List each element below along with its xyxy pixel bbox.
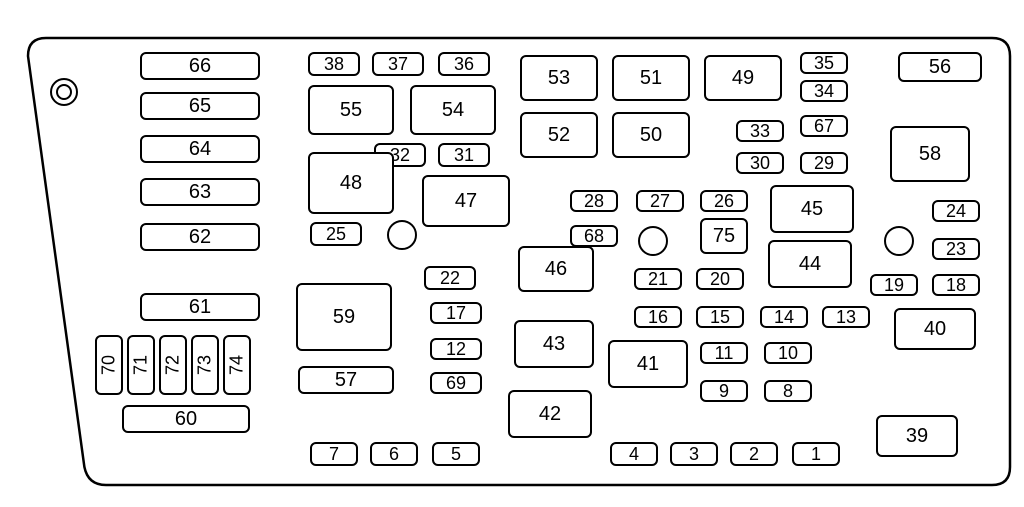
fuse-47: 47 — [422, 175, 510, 227]
fuse-27: 27 — [636, 190, 684, 212]
fuse-55: 55 — [308, 85, 394, 135]
fuse-39: 39 — [876, 415, 958, 457]
fuse-37: 37 — [372, 52, 424, 76]
fuse-6: 6 — [370, 442, 418, 466]
fuse-28: 28 — [570, 190, 618, 212]
fuse-70: 70 — [95, 335, 123, 395]
fuse-16: 16 — [634, 306, 682, 328]
fuse-41: 41 — [608, 340, 688, 388]
fuse-12: 12 — [430, 338, 482, 360]
fuse-15: 15 — [696, 306, 744, 328]
fuse-35: 35 — [800, 52, 848, 74]
fuse-11: 11 — [700, 342, 748, 364]
fuse-40: 40 — [894, 308, 976, 350]
screw-mid-2 — [638, 226, 668, 256]
fuse-74: 74 — [223, 335, 251, 395]
fuse-51: 51 — [612, 55, 690, 101]
fuse-23: 23 — [932, 238, 980, 260]
fuse-36: 36 — [438, 52, 490, 76]
fuse-21: 21 — [634, 268, 682, 290]
fuse-10: 10 — [764, 342, 812, 364]
fuse-45: 45 — [770, 185, 854, 233]
fuse-67: 67 — [800, 115, 848, 137]
fuse-46: 46 — [518, 246, 594, 292]
fuse-1: 1 — [792, 442, 840, 466]
fuse-30: 30 — [736, 152, 784, 174]
fuse-50: 50 — [612, 112, 690, 158]
fuse-18: 18 — [932, 274, 980, 296]
fuse-3: 3 — [670, 442, 718, 466]
fuse-43: 43 — [514, 320, 594, 368]
fuse-8: 8 — [764, 380, 812, 402]
screw-mid-3 — [884, 226, 914, 256]
fuse-60: 60 — [122, 405, 250, 433]
fuse-49: 49 — [704, 55, 782, 101]
fuse-19: 19 — [870, 274, 918, 296]
fuse-63: 63 — [140, 178, 260, 206]
fuse-31: 31 — [438, 143, 490, 167]
fuse-44: 44 — [768, 240, 852, 288]
fuse-73: 73 — [191, 335, 219, 395]
fuse-59: 59 — [296, 283, 392, 351]
fuse-42: 42 — [508, 390, 592, 438]
fuse-61: 61 — [140, 293, 260, 321]
fuse-14: 14 — [760, 306, 808, 328]
fuse-26: 26 — [700, 190, 748, 212]
fuse-20: 20 — [696, 268, 744, 290]
fuse-62: 62 — [140, 223, 260, 251]
fuse-17: 17 — [430, 302, 482, 324]
fuse-57: 57 — [298, 366, 394, 394]
fuse-13: 13 — [822, 306, 870, 328]
fuse-56: 56 — [898, 52, 982, 82]
fuse-53: 53 — [520, 55, 598, 101]
fuse-38: 38 — [308, 52, 360, 76]
screw-mid-1 — [387, 220, 417, 250]
screw-top-left — [50, 78, 78, 106]
fuse-4: 4 — [610, 442, 658, 466]
fuse-68: 68 — [570, 225, 618, 247]
fuse-72: 72 — [159, 335, 187, 395]
fuse-75: 75 — [700, 218, 748, 254]
fuse-7: 7 — [310, 442, 358, 466]
fuse-58: 58 — [890, 126, 970, 182]
fuse-33: 33 — [736, 120, 784, 142]
fuse-34: 34 — [800, 80, 848, 102]
fuse-64: 64 — [140, 135, 260, 163]
fuse-22: 22 — [424, 266, 476, 290]
fuse-29: 29 — [800, 152, 848, 174]
fuse-25: 25 — [310, 222, 362, 246]
fuse-9: 9 — [700, 380, 748, 402]
fuse-69: 69 — [430, 372, 482, 394]
fuse-48: 48 — [308, 152, 394, 214]
fuse-52: 52 — [520, 112, 598, 158]
fuse-box-canvas: 6665646362617071727374603837365554323148… — [0, 0, 1024, 507]
fuse-24: 24 — [932, 200, 980, 222]
fuse-2: 2 — [730, 442, 778, 466]
fuse-5: 5 — [432, 442, 480, 466]
fuse-65: 65 — [140, 92, 260, 120]
fuse-71: 71 — [127, 335, 155, 395]
fuse-66: 66 — [140, 52, 260, 80]
fuse-54: 54 — [410, 85, 496, 135]
